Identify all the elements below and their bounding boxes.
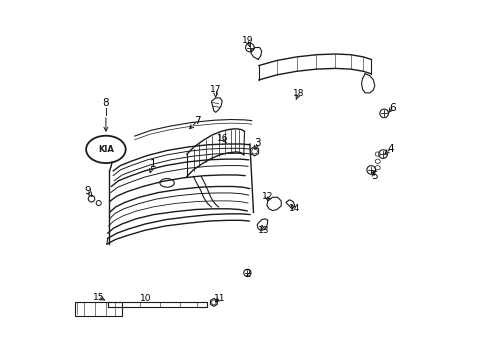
Text: KIA: KIA — [98, 145, 114, 154]
Text: 4: 4 — [386, 144, 393, 154]
Text: 16: 16 — [217, 134, 228, 143]
Text: 11: 11 — [213, 294, 224, 303]
Text: 2: 2 — [244, 269, 250, 279]
Text: 5: 5 — [371, 171, 377, 181]
Text: 18: 18 — [292, 89, 304, 98]
Text: 8: 8 — [102, 98, 109, 108]
Text: 13: 13 — [257, 226, 268, 235]
Text: 14: 14 — [288, 204, 300, 213]
Text: 19: 19 — [242, 36, 253, 45]
Text: 15: 15 — [93, 292, 104, 302]
Text: 12: 12 — [261, 192, 272, 201]
Text: 6: 6 — [388, 103, 395, 113]
Text: 3: 3 — [253, 138, 260, 148]
Text: 9: 9 — [84, 186, 91, 196]
Text: 17: 17 — [209, 85, 221, 94]
Bar — [75, 302, 122, 316]
Text: 1: 1 — [149, 159, 156, 169]
Text: 10: 10 — [140, 294, 151, 303]
Text: 7: 7 — [194, 116, 201, 126]
